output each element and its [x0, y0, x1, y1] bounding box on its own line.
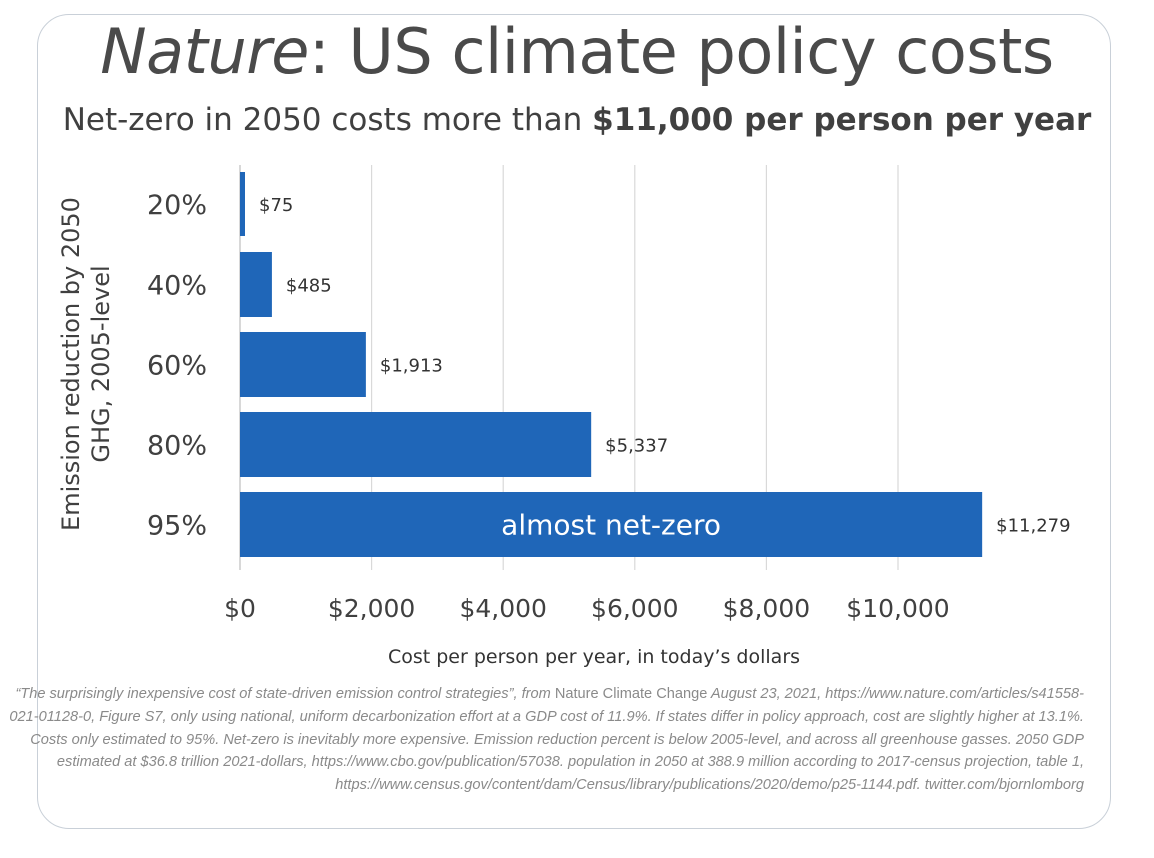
y-tick-label: 40% — [147, 271, 207, 302]
chart-frame — [37, 14, 1111, 829]
data-label: $11,279 — [996, 516, 1070, 537]
bar-60pct — [240, 332, 366, 397]
source-footnote: “The surprisingly inexpensive cost of st… — [4, 683, 1084, 797]
chart-title: Nature: US climate policy costs — [0, 12, 1154, 92]
y-tick-label: 95% — [147, 511, 207, 542]
x-tick-label: $2,000 — [328, 594, 415, 623]
footnote-part2: August 23, 2021, https://www.nature.com/… — [9, 686, 1084, 794]
data-label: $75 — [259, 195, 293, 216]
x-tick-label: $10,000 — [846, 594, 949, 623]
title-italic: Nature — [100, 15, 309, 88]
y-tick-label: 80% — [147, 431, 207, 462]
bar-40pct — [240, 252, 272, 317]
data-label: $485 — [286, 276, 332, 297]
data-label: $5,337 — [605, 436, 668, 457]
y-tick-label: 60% — [147, 351, 207, 382]
data-label: $1,913 — [380, 356, 443, 377]
y-axis-label: GHG, 2005-level — [87, 265, 115, 462]
bar-95pct — [240, 492, 983, 557]
y-axis-label: Emission reduction by 2050 — [57, 197, 85, 531]
x-tick-label: $0 — [224, 594, 256, 623]
bar-annotation: almost net-zero — [501, 509, 721, 542]
bar-20pct — [240, 172, 245, 236]
bar-chart: $0 $2,000 $4,000 $6,000 $8,000 $10,000 20% $75 4… — [57, 165, 1071, 668]
bar-80pct — [240, 412, 592, 477]
subtitle-bold: $11,000 per person per year — [592, 102, 1092, 138]
x-tick-label: $6,000 — [591, 594, 678, 623]
footnote-part1: “The surprisingly inexpensive cost of st… — [15, 686, 555, 702]
chart-subtitle: Net-zero in 2050 costs more than $11,000… — [0, 102, 1154, 138]
x-axis-label: Cost per person per year, in today’s dol… — [388, 646, 800, 668]
title-rest: : US climate policy costs — [308, 15, 1054, 88]
footnote-journal: Nature Climate Change — [554, 686, 708, 702]
subtitle-plain: Net-zero in 2050 costs more than — [62, 102, 593, 138]
x-tick-label: $4,000 — [459, 594, 546, 623]
x-tick-label: $8,000 — [723, 594, 810, 623]
y-tick-label: 20% — [147, 190, 207, 221]
